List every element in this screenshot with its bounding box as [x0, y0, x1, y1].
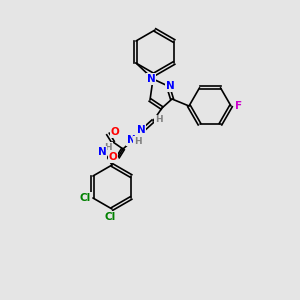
- Text: H: H: [155, 116, 163, 124]
- Text: N: N: [147, 74, 155, 84]
- Text: N: N: [98, 147, 106, 157]
- Text: F: F: [236, 101, 243, 111]
- Text: N: N: [166, 81, 174, 91]
- Text: H: H: [134, 136, 142, 146]
- Text: O: O: [111, 127, 119, 137]
- Text: Cl: Cl: [79, 193, 91, 203]
- Text: Cl: Cl: [104, 212, 116, 222]
- Text: N: N: [136, 125, 146, 135]
- Text: H: H: [104, 142, 112, 152]
- Text: O: O: [109, 152, 117, 162]
- Text: N: N: [127, 135, 135, 145]
